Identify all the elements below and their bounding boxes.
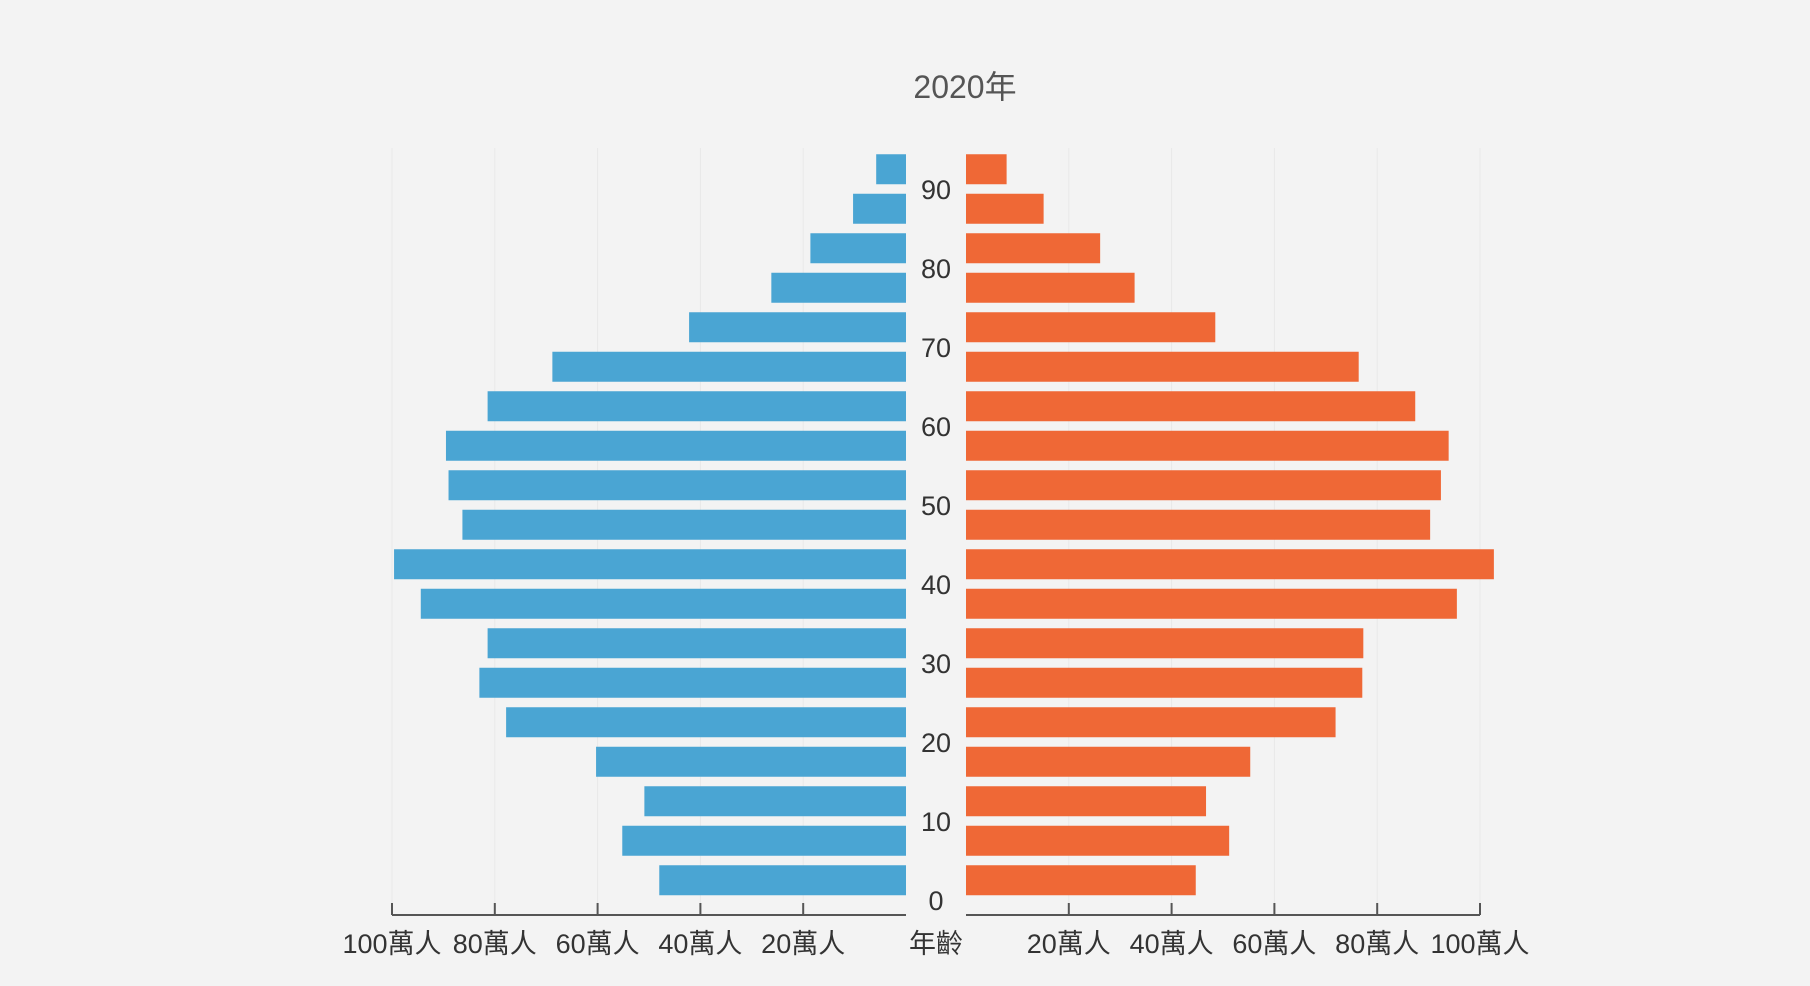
x-tick-label-right: 80萬人 bbox=[1335, 929, 1419, 959]
bar-left-age-0 bbox=[659, 865, 906, 896]
x-tick-label-right: 40萬人 bbox=[1130, 929, 1214, 959]
age-tick-label: 70 bbox=[921, 333, 951, 363]
x-tick-label-left: 80萬人 bbox=[453, 929, 537, 959]
age-tick-label: 30 bbox=[921, 649, 951, 679]
x-tick-label-right: 20萬人 bbox=[1027, 929, 1111, 959]
bar-right-age-20 bbox=[966, 707, 1336, 738]
x-tick-label-left: 20萬人 bbox=[761, 929, 845, 959]
bar-right-age-50 bbox=[966, 470, 1441, 501]
age-tick-label: 90 bbox=[921, 175, 951, 205]
bar-left-age-60 bbox=[487, 391, 906, 422]
age-tick-label: 20 bbox=[921, 728, 951, 758]
bar-left-age-80 bbox=[810, 233, 906, 264]
bar-left-age-25 bbox=[479, 667, 906, 698]
bar-left-age-5 bbox=[622, 825, 906, 856]
bar-left-age-65 bbox=[552, 351, 906, 382]
bar-right-age-15 bbox=[966, 746, 1251, 777]
bar-left-age-55 bbox=[445, 430, 906, 461]
bar-right-age-60 bbox=[966, 391, 1416, 422]
bar-left-age-35 bbox=[420, 588, 906, 619]
bar-right-age-40 bbox=[966, 549, 1494, 580]
bar-left-age-15 bbox=[596, 746, 906, 777]
bar-right-age-85 bbox=[966, 193, 1044, 224]
bar-right-age-35 bbox=[966, 588, 1457, 619]
bar-left-age-70 bbox=[689, 312, 906, 343]
bar-right-age-45 bbox=[966, 509, 1431, 540]
bar-right-age-75 bbox=[966, 272, 1135, 303]
bar-right-age-90 bbox=[966, 154, 1007, 185]
age-tick-label: 40 bbox=[921, 570, 951, 600]
bar-left-age-75 bbox=[771, 272, 906, 303]
bar-right-age-65 bbox=[966, 351, 1359, 382]
bar-left-age-20 bbox=[506, 707, 906, 738]
bar-right-age-5 bbox=[966, 825, 1230, 856]
x-tick-label-left: 100萬人 bbox=[342, 929, 441, 959]
bar-left-age-90 bbox=[876, 154, 906, 185]
age-tick-label: 80 bbox=[921, 254, 951, 284]
bar-left-age-30 bbox=[487, 628, 906, 659]
bar-left-age-50 bbox=[448, 470, 906, 501]
x-tick-label-right: 100萬人 bbox=[1430, 929, 1529, 959]
bar-left-age-45 bbox=[462, 509, 906, 540]
bar-left-age-40 bbox=[394, 549, 906, 580]
age-tick-label: 50 bbox=[921, 491, 951, 521]
age-tick-label: 10 bbox=[921, 807, 951, 837]
bar-right-age-80 bbox=[966, 233, 1101, 264]
bar-left-age-10 bbox=[644, 786, 906, 817]
bar-right-age-55 bbox=[966, 430, 1449, 461]
x-tick-label-left: 60萬人 bbox=[556, 929, 640, 959]
chart-title: 2020年 bbox=[913, 69, 1017, 105]
bar-right-age-10 bbox=[966, 786, 1207, 817]
bar-left-age-85 bbox=[853, 193, 906, 224]
x-tick-label-right: 60萬人 bbox=[1232, 929, 1316, 959]
bar-right-age-25 bbox=[966, 667, 1363, 698]
bar-right-age-0 bbox=[966, 865, 1196, 896]
age-tick-label: 60 bbox=[921, 412, 951, 442]
age-tick-label: 0 bbox=[928, 886, 943, 916]
center-axis-label: 年齡 bbox=[909, 929, 963, 959]
x-tick-label-left: 40萬人 bbox=[658, 929, 742, 959]
bar-right-age-30 bbox=[966, 628, 1364, 659]
bar-right-age-70 bbox=[966, 312, 1216, 343]
